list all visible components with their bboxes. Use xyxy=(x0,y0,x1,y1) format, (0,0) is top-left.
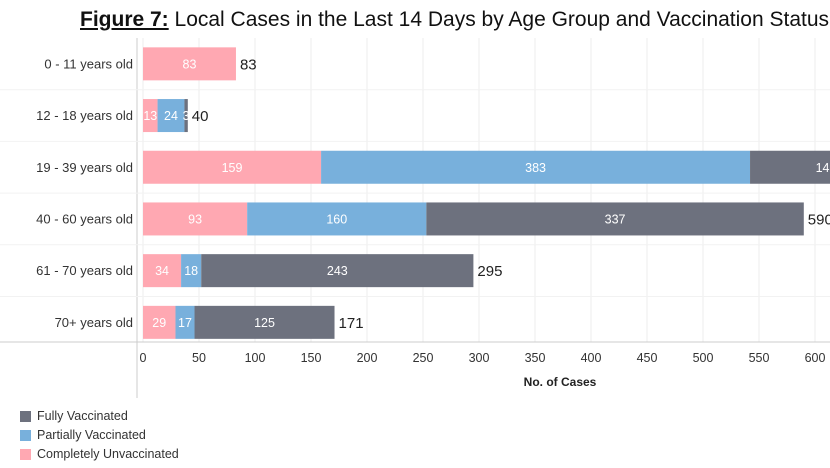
bar-partially-vaccinated xyxy=(175,305,195,339)
x-tick-label: 50 xyxy=(192,351,206,365)
legend-swatch xyxy=(20,429,31,441)
bar-completely-unvaccinated xyxy=(143,202,248,236)
total-label: 171 xyxy=(339,315,364,332)
legend-item: Fully Vaccinated xyxy=(20,409,128,423)
bar-partially-vaccinated xyxy=(247,202,427,236)
legend-swatch xyxy=(20,410,31,422)
bar-value-label: 17 xyxy=(178,316,192,330)
legend-label: Partially Vaccinated xyxy=(37,428,146,442)
category-label: 12 - 18 years old xyxy=(36,108,133,123)
x-tick-label: 0 xyxy=(140,351,147,365)
bar-partially-vaccinated xyxy=(181,254,202,288)
bar-value-label: 29 xyxy=(152,316,166,330)
legend-label: Fully Vaccinated xyxy=(37,409,128,423)
x-tick-label: 250 xyxy=(413,351,434,365)
bar-completely-unvaccinated xyxy=(143,99,158,133)
bar-value-label: 93 xyxy=(188,212,202,226)
bar-fully-vaccinated xyxy=(184,99,188,133)
x-tick-label: 600 xyxy=(805,351,826,365)
legend-item: Completely Unvaccinated xyxy=(20,447,179,461)
legend-item: Partially Vaccinated xyxy=(20,428,146,442)
x-tick-label: 150 xyxy=(301,351,322,365)
bar-value-label: 13 xyxy=(143,109,157,123)
bar-value-label: 337 xyxy=(605,212,626,226)
chart-title: Figure 7: Local Cases in the Last 14 Day… xyxy=(80,8,829,32)
category-label: 0 - 11 years old xyxy=(44,56,133,71)
category-label: 40 - 60 years old xyxy=(36,211,133,226)
x-axis-title: No. of Cases xyxy=(524,375,597,389)
x-tick-label: 400 xyxy=(581,351,602,365)
bar-partially-vaccinated xyxy=(321,150,751,184)
bar-value-label: 145 xyxy=(816,161,830,175)
bar-fully-vaccinated xyxy=(750,150,830,184)
x-tick-label: 350 xyxy=(525,351,546,365)
bar-partially-vaccinated xyxy=(157,99,185,133)
legend-swatch xyxy=(20,448,31,460)
bar-fully-vaccinated xyxy=(201,254,474,288)
total-label: 590 xyxy=(808,211,830,228)
x-tick-label: 500 xyxy=(693,351,714,365)
bar-completely-unvaccinated xyxy=(143,254,182,288)
x-tick-label: 200 xyxy=(357,351,378,365)
bar-completely-unvaccinated xyxy=(143,150,322,184)
bar-completely-unvaccinated xyxy=(143,47,236,81)
bar-value-label: 24 xyxy=(164,109,178,123)
bar-value-label: 34 xyxy=(155,264,169,278)
category-label: 70+ years old xyxy=(55,315,133,330)
x-tick-label: 300 xyxy=(469,351,490,365)
category-label: 61 - 70 years old xyxy=(36,263,133,278)
bar-value-label: 125 xyxy=(254,316,275,330)
bar-chart: 0 50 100 150 200 250 300 350 400 450 500 550 600 No. … xyxy=(0,38,830,398)
bar-value-label: 159 xyxy=(222,161,243,175)
bar-value-label: 18 xyxy=(184,264,198,278)
total-label: 295 xyxy=(477,263,502,280)
bar-value-label: 243 xyxy=(327,264,348,278)
x-tick-label: 100 xyxy=(245,351,266,365)
bar-value-label: 383 xyxy=(525,161,546,175)
x-tick-label: 550 xyxy=(749,351,770,365)
bar-value-label: 3 xyxy=(183,109,190,123)
bar-value-label: 83 xyxy=(183,57,197,71)
category-label: 19 - 39 years old xyxy=(36,160,133,175)
x-tick-label: 450 xyxy=(637,351,658,365)
bar-fully-vaccinated xyxy=(194,305,335,339)
bar-value-label: 160 xyxy=(326,212,347,226)
total-label: 83 xyxy=(240,56,257,73)
bar-fully-vaccinated xyxy=(426,202,804,236)
title-text: Local Cases in the Last 14 Days by Age G… xyxy=(168,8,830,31)
figure-number: Figure 7: xyxy=(80,8,169,31)
total-label: 40 xyxy=(192,108,209,125)
bar-completely-unvaccinated xyxy=(143,305,176,339)
legend-label: Completely Unvaccinated xyxy=(37,447,179,461)
